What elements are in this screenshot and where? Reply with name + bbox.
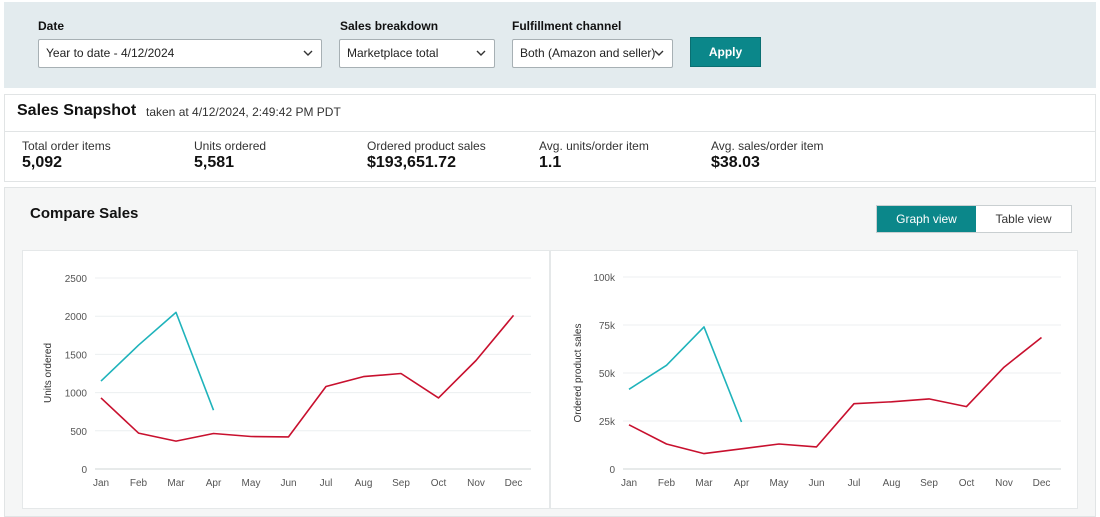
date-label: Date — [38, 19, 65, 33]
sales-breakdown-value: Marketplace total — [347, 46, 439, 60]
fulfillment-channel-label: Fulfillment channel — [512, 19, 622, 33]
filter-bar: Date Year to date - 4/12/2024 Sales brea… — [4, 2, 1096, 88]
ordered-product-sales-chart-panel: 0 25k 50k 75k 100k Jan Feb Mar Apr May Jun Jul Aug Se… — [550, 250, 1078, 509]
y-tick-label: 500 — [70, 427, 87, 438]
table-view-button[interactable]: Table view — [995, 212, 1052, 226]
y-tick-label: 25k — [599, 417, 616, 428]
metric-avg-units-per-order-item: Avg. units/order item 1.1 — [539, 139, 649, 172]
x-tick-label: Sep — [392, 478, 410, 489]
metric-ordered-product-sales: Ordered product sales $193,651.72 — [367, 139, 486, 172]
metric-total-order-items: Total order items 5,092 — [22, 139, 111, 172]
series-line-1 — [628, 326, 743, 423]
x-tick-label: Dec — [1033, 478, 1051, 489]
x-tick-label: Jun — [808, 478, 824, 489]
x-tick-label: Mar — [167, 478, 185, 489]
chevron-down-icon — [476, 50, 486, 56]
apply-button[interactable]: Apply — [690, 37, 761, 67]
y-axis-label: Ordered product sales — [573, 324, 584, 423]
x-tick-label: Oct — [431, 478, 447, 489]
x-tick-label: Jan — [93, 478, 109, 489]
y-tick-label: 75k — [599, 321, 616, 332]
metric-value: $193,651.72 — [367, 154, 456, 171]
metric-value: 5,581 — [194, 154, 235, 171]
sales-snapshot-title: Sales Snapshot — [17, 102, 137, 119]
x-tick-label: Feb — [658, 478, 676, 489]
x-tick-label: May — [242, 478, 261, 489]
x-tick-label: Nov — [995, 478, 1013, 489]
y-tick-label: 100k — [593, 273, 616, 284]
graph-view-button[interactable]: Graph view — [877, 206, 976, 232]
units-ordered-chart-panel: 0 500 1000 1500 2000 2500 Jan Feb Mar Apr May Jun Ju… — [22, 250, 550, 509]
fulfillment-channel-select[interactable]: Both (Amazon and seller) — [512, 39, 673, 68]
x-tick-label: Jun — [280, 478, 296, 489]
sales-breakdown-select[interactable]: Marketplace total — [339, 39, 495, 68]
metric-label: Units ordered — [194, 139, 267, 153]
view-toggle: Graph view Table view — [876, 205, 1072, 233]
y-tick-label: 2000 — [65, 312, 88, 323]
metric-label: Total order items — [22, 139, 111, 153]
metric-avg-sales-per-order-item: Avg. sales/order item $38.03 — [711, 139, 824, 172]
ordered-product-sales-chart: 0 25k 50k 75k 100k Jan Feb Mar Apr May Jun Jul Aug Se… — [573, 273, 1061, 489]
compare-sales-title: Compare Sales — [30, 205, 139, 222]
y-tick-label: 2500 — [65, 274, 88, 285]
x-tick-label: Jan — [621, 478, 637, 489]
metric-label: Avg. units/order item — [539, 139, 649, 153]
metric-value: $38.03 — [711, 154, 760, 171]
date-select[interactable]: Year to date - 4/12/2024 — [38, 39, 322, 68]
date-select-value: Year to date - 4/12/2024 — [46, 46, 175, 60]
fulfillment-channel-value: Both (Amazon and seller) — [520, 46, 656, 60]
x-tick-label: Apr — [734, 478, 750, 489]
y-tick-label: 50k — [599, 369, 616, 380]
series-line-2 — [628, 336, 1042, 455]
chevron-down-icon — [303, 50, 313, 56]
x-tick-label: Jul — [320, 478, 333, 489]
metric-units-ordered: Units ordered 5,581 — [194, 139, 266, 172]
x-tick-label: Nov — [467, 478, 485, 489]
y-tick-label: 0 — [81, 465, 87, 476]
y-tick-label: 0 — [609, 465, 615, 476]
y-tick-label: 1500 — [65, 350, 88, 361]
x-tick-label: May — [770, 478, 789, 489]
x-tick-label: Oct — [959, 478, 975, 489]
metric-value: 5,092 — [22, 154, 63, 171]
series-line-2 — [100, 314, 515, 442]
x-tick-label: Jul — [848, 478, 861, 489]
y-tick-label: 1000 — [65, 389, 88, 400]
x-tick-label: Sep — [920, 478, 938, 489]
x-tick-label: Feb — [130, 478, 148, 489]
y-axis-label: Units ordered — [43, 343, 54, 403]
sales-snapshot-header: Sales Snapshot taken at 4/12/2024, 2:49:… — [4, 94, 1096, 132]
snapshot-timestamp: taken at 4/12/2024, 2:49:42 PM PDT — [146, 105, 341, 119]
units-ordered-chart: 0 500 1000 1500 2000 2500 Jan Feb Mar Apr May Jun Ju… — [43, 274, 531, 489]
x-tick-label: Dec — [505, 478, 523, 489]
sales-breakdown-label: Sales breakdown — [340, 19, 439, 33]
series-line-1 — [100, 311, 215, 411]
chevron-down-icon — [654, 50, 664, 56]
metric-label: Ordered product sales — [367, 139, 486, 153]
x-tick-label: Aug — [883, 478, 901, 489]
metric-value: 1.1 — [539, 154, 562, 171]
x-tick-label: Mar — [695, 478, 713, 489]
x-tick-label: Apr — [206, 478, 222, 489]
snapshot-metrics: Total order items 5,092 Units ordered 5,… — [4, 131, 1096, 182]
x-tick-label: Aug — [355, 478, 373, 489]
metric-label: Avg. sales/order item — [711, 139, 824, 153]
